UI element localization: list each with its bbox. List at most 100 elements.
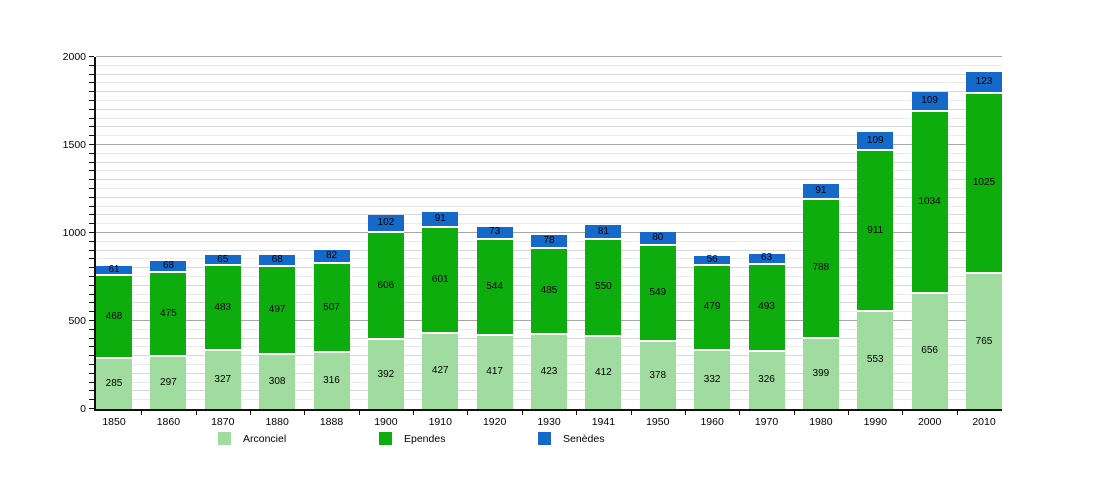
y-axis-tick [89, 179, 94, 181]
segment-value-label: 91 [434, 213, 446, 225]
gridline [96, 100, 1002, 101]
bar-segment-ependes: 544 [476, 239, 513, 336]
bar-segment-sendes: 68 [259, 255, 296, 268]
x-axis-label: 1880 [265, 416, 289, 428]
bar-segment-arconciel: 423 [531, 334, 567, 409]
legend-swatch-ependes [379, 432, 392, 445]
y-axis-tick [89, 364, 94, 365]
x-axis-tick [684, 411, 686, 415]
legend-label-ependes: Ependes [404, 432, 446, 445]
segment-value-label: 392 [377, 368, 395, 380]
y-axis-label: 0 [80, 403, 86, 415]
x-axis-tick [249, 411, 251, 415]
bar-segment-ependes: 483 [204, 266, 241, 352]
y-axis-tick [89, 232, 94, 233]
y-axis-tick [89, 249, 94, 251]
segment-value-label: 56 [706, 254, 718, 266]
bar-segment-arconciel: 285 [96, 358, 132, 409]
x-axis-tick [848, 411, 850, 415]
segment-value-label: 123 [975, 76, 993, 88]
x-axis-tick [739, 411, 741, 415]
legend-label-arconciel: Arconciel [243, 432, 287, 445]
bar-segment-ependes: 606 [367, 233, 404, 341]
plot-area: 0 500 1000 1500 2000 285 468 61 1850 297 475 68 1860… [63, 51, 1002, 428]
x-axis-tick [413, 411, 415, 415]
x-axis-label: 1920 [482, 416, 507, 428]
segment-value-label: 549 [649, 287, 667, 299]
y-axis-tick [89, 126, 94, 128]
y-axis-tick [89, 144, 94, 145]
bar-segment-ependes: 1034 [911, 111, 948, 294]
segment-value-label: 399 [812, 367, 830, 379]
gridline [96, 170, 1002, 172]
bar-segment-arconciel: 378 [639, 342, 676, 409]
x-axis-label: 1980 [809, 416, 833, 428]
segment-value-label: 78 [543, 235, 555, 247]
legend-item-senedes: Senèdes [538, 432, 604, 445]
x-axis-tick [902, 411, 904, 415]
segment-value-label: 308 [268, 375, 286, 387]
bar-segment-arconciel: 417 [476, 335, 513, 409]
legend-label-senedes: Senèdes [563, 432, 605, 445]
bar-segment-arconciel: 553 [857, 311, 894, 409]
bar-segment-sendes: 56 [694, 254, 731, 267]
bar-segment-ependes: 475 [150, 273, 187, 357]
y-axis-label: 1500 [62, 139, 86, 151]
y-axis-tick [89, 64, 94, 66]
bar-segment-sendes: 80 [639, 231, 676, 246]
segment-value-label: 1034 [918, 195, 941, 207]
bar-segment-sendes: 73 [476, 227, 513, 240]
bar-segment-arconciel: 332 [694, 350, 731, 409]
segment-value-label: 91 [815, 185, 827, 197]
y-axis-tick [89, 311, 94, 313]
bar-segment-ependes: 497 [259, 267, 296, 355]
x-axis-tick [195, 411, 197, 415]
y-axis-tick [89, 372, 94, 374]
y-axis-tick [89, 320, 94, 321]
bar-segment-arconciel: 656 [911, 293, 948, 409]
segment-value-label: 423 [540, 365, 558, 377]
y-axis-tick [89, 135, 94, 137]
y-axis-label: 500 [68, 315, 86, 327]
segment-value-label: 788 [812, 262, 830, 274]
bar-segment-sendes: 123 [966, 72, 1002, 94]
bar-segment-arconciel: 392 [367, 340, 404, 409]
segment-value-label: 485 [540, 284, 558, 296]
segment-value-label: 417 [486, 366, 503, 378]
segment-value-label: 483 [214, 301, 232, 313]
segment-value-label: 493 [758, 301, 775, 313]
segment-value-label: 81 [597, 225, 609, 237]
x-axis-label: 1930 [537, 416, 561, 428]
y-axis-tick [89, 196, 94, 198]
bar-segment-sendes: 109 [911, 92, 948, 112]
x-axis-label: 1870 [211, 416, 235, 428]
y-axis-tick [89, 108, 94, 110]
bar-segment-sendes: 81 [585, 225, 622, 240]
bar-segment-ependes: 549 [639, 245, 676, 343]
bar-segment-arconciel: 765 [966, 274, 1002, 409]
segment-value-label: 765 [975, 335, 993, 347]
bar-segment-arconciel: 427 [422, 333, 459, 409]
segment-value-label: 497 [268, 304, 286, 316]
segment-value-label: 378 [649, 369, 667, 381]
y-axis-tick [89, 337, 94, 339]
y-axis-tick [89, 152, 94, 154]
bar-segment-ependes: 493 [748, 264, 785, 352]
y-axis-tick [89, 258, 94, 260]
y-axis-tick [89, 240, 94, 242]
y-axis-tick [89, 355, 94, 357]
gridline [96, 179, 1002, 181]
x-axis-label: 1888 [319, 416, 344, 428]
bar-segment-sendes: 65 [204, 254, 241, 267]
x-axis-tick [358, 411, 360, 415]
gridline [96, 161, 1002, 163]
x-axis-tick [630, 411, 632, 415]
legend-item-arconciel: Arconciel [218, 432, 286, 445]
x-axis-tick [141, 411, 143, 415]
bar-segment-arconciel: 308 [259, 354, 296, 409]
segment-value-label: 316 [323, 375, 340, 387]
y-axis-tick [89, 293, 94, 295]
segment-value-label: 102 [377, 217, 395, 229]
gridline [96, 126, 1002, 128]
